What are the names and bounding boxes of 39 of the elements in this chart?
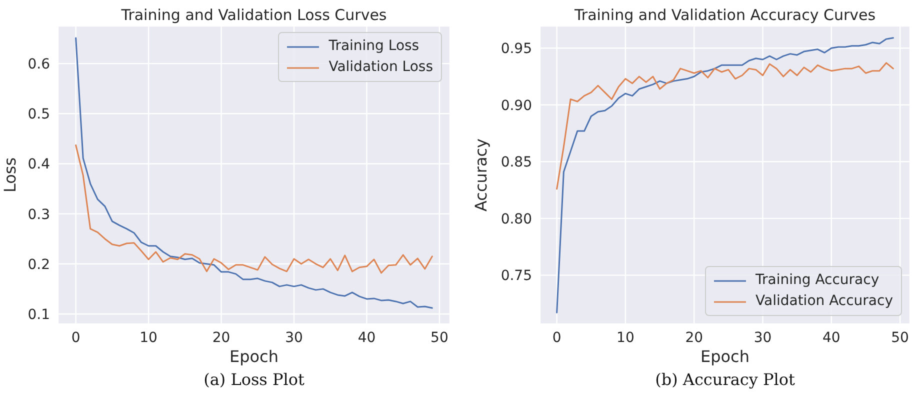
y-tick-label: 0.95 <box>500 41 532 58</box>
x-tick-label: 0 <box>71 330 80 346</box>
y-tick-label: 0.5 <box>28 106 50 123</box>
x-tick-label: 20 <box>212 330 230 346</box>
y-tick-label: 0.1 <box>28 306 50 323</box>
y-tick-label: 0.75 <box>500 268 532 284</box>
x-tick-label: 50 <box>430 330 448 346</box>
text: (b) Accuracy Plot <box>654 370 796 389</box>
y-axis-title: Accuracy <box>472 138 491 212</box>
x-axis-title: Epoch <box>230 347 278 366</box>
y-tick-label: 0.80 <box>500 211 532 228</box>
x-tick-label: 0 <box>552 330 562 346</box>
line-series <box>556 62 894 190</box>
legend-label: Validation Loss <box>328 58 433 77</box>
x-tick-label: 40 <box>822 330 840 346</box>
y-tick-label: 0.85 <box>500 154 532 171</box>
x-axis-title: Epoch <box>700 347 750 366</box>
x-tick-label: 30 <box>754 330 772 346</box>
x-tick-label: 10 <box>616 330 634 346</box>
y-axis-title: Loss <box>0 157 20 193</box>
y-tick-label: 0.2 <box>28 256 50 273</box>
line-series <box>75 144 433 274</box>
x-tick-label: 30 <box>285 330 303 346</box>
text: (a) Loss Plot <box>202 370 306 389</box>
legend-label: Validation Accuracy <box>754 292 893 311</box>
x-tick-label: 20 <box>685 330 704 346</box>
x-tick-label: 10 <box>140 330 158 346</box>
y-tick-label: 0.90 <box>500 98 532 114</box>
y-tick-label: 0.3 <box>28 206 50 223</box>
chart-title: Training and Validation Accuracy Curves <box>573 5 877 26</box>
y-tick-label: 0.4 <box>28 156 50 173</box>
legend-label: Training Loss <box>328 37 420 56</box>
legend-label: Training Accuracy <box>754 271 880 290</box>
line-series <box>75 37 433 309</box>
y-tick-label: 0.6 <box>28 56 50 73</box>
x-tick-label: 40 <box>358 330 376 346</box>
line-series <box>556 37 894 314</box>
chart-title: Training and Validation Loss Curves <box>120 5 388 26</box>
x-tick-label: 50 <box>891 330 909 346</box>
